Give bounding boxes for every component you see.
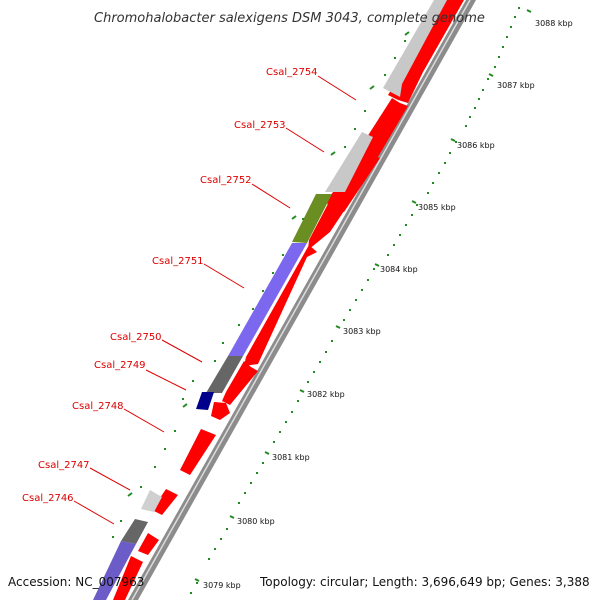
gene-label-csal-2751: Csal_2751: [152, 256, 204, 267]
forward-gene-10: [138, 533, 159, 555]
tick-label-3083-kbp: 3083 kbp: [343, 327, 381, 336]
forward-gene-9: [152, 489, 178, 515]
gene-label-csal-2754: Csal_2754: [266, 67, 318, 78]
gene-label-csal-2749: Csal_2749: [94, 360, 146, 371]
gene-label-csal-2748: Csal_2748: [72, 401, 124, 412]
tick-label-3088-kbp: 3088 kbp: [535, 19, 573, 28]
tick-label-3079-kbp: 3079 kbp: [203, 581, 241, 590]
forward-gene-6: [222, 361, 258, 405]
forward-gene-3: [327, 151, 380, 212]
backbone-highlight: [131, 0, 471, 600]
gene-label-csal-2752: Csal_2752: [200, 175, 252, 186]
topology-text: Topology: circular; Length: 3,696,649 bp…: [259, 575, 590, 589]
gene-label-csal-2747: Csal_2747: [38, 460, 90, 471]
tick-label-3085-kbp: 3085 kbp: [418, 203, 456, 212]
tick-label-3087-kbp: 3087 kbp: [497, 81, 535, 90]
ruler-major-ticks: [127, 9, 532, 582]
tick-label-3081-kbp: 3081 kbp: [272, 453, 310, 462]
accession-text: Accession: NC_007963: [8, 575, 144, 589]
forward-gene-11: [113, 556, 143, 600]
forward-gene-4: [308, 202, 344, 250]
gene-label-csal-2750: Csal_2750: [110, 332, 162, 343]
label-leaders: [73, 75, 357, 525]
tick-label-3084-kbp: 3084 kbp: [380, 265, 418, 274]
reverse-gene-olive: [292, 194, 332, 243]
tick-label-3082-kbp: 3082 kbp: [307, 390, 345, 399]
forward-gene-1: [388, 0, 464, 103]
ruler-dots: [112, 7, 520, 594]
reverse-gene-grey-1: [383, 0, 447, 97]
reverse-gene-navy: [196, 392, 214, 410]
reverse-gene-dark-2: [121, 519, 148, 544]
forward-gene-2: [360, 98, 408, 162]
reverse-gene-grey-2: [325, 132, 373, 192]
forward-gene-7: [211, 402, 230, 420]
gene-label-csal-2746: Csal_2746: [22, 493, 74, 504]
tick-label-3080-kbp: 3080 kbp: [237, 517, 275, 526]
reverse-gene-grey-3: [141, 490, 162, 512]
reverse-gene-blue-1: [228, 243, 307, 356]
forward-gene-5: [244, 245, 317, 366]
reverse-gene-blue-2: [93, 541, 136, 600]
forward-gene-8: [180, 429, 216, 475]
gene-label-csal-2753: Csal_2753: [234, 120, 286, 131]
reverse-gene-dark-1: [206, 356, 243, 393]
map-title: Chromohalobacter salexigens DSM 3043, co…: [94, 11, 485, 26]
tick-label-3086-kbp: 3086 kbp: [457, 141, 495, 150]
genome-backbone: [128, 0, 476, 600]
